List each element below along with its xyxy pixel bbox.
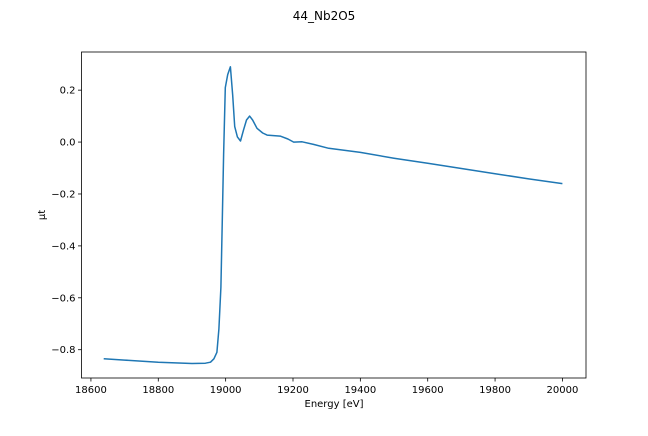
- chart-title: 44_Nb2O5: [293, 9, 356, 23]
- x-axis: 18600 18800 19000 19200 19400 19600 19800 20000: [75, 378, 578, 396]
- y-axis: 0.2 0.0 −0.2 −0.4 −0.6 −0.8: [51, 86, 82, 356]
- series-line-0: [103, 66, 563, 365]
- x-tick-label: 19200: [277, 385, 309, 396]
- plot-frame: [81, 51, 587, 379]
- x-tick-label: 18800: [142, 385, 174, 396]
- y-tick-label: −0.6: [51, 293, 75, 304]
- y-tick-label: 0.2: [60, 86, 76, 97]
- x-tick-label: 19800: [479, 385, 511, 396]
- x-tick-label: 18600: [75, 385, 107, 396]
- y-tick-label: −0.8: [51, 345, 75, 356]
- y-axis-label: μt: [37, 210, 48, 220]
- plot-area: [81, 51, 587, 379]
- x-tick-label: 19600: [412, 385, 444, 396]
- x-tick-label: 19400: [344, 385, 376, 396]
- x-tick-label: 20000: [547, 385, 579, 396]
- y-tick-label: −0.4: [51, 241, 75, 252]
- y-tick-label: 0.0: [60, 138, 76, 149]
- y-tick-label: −0.2: [51, 189, 75, 200]
- x-axis-label: Energy [eV]: [305, 399, 364, 410]
- x-tick-label: 19000: [210, 385, 242, 396]
